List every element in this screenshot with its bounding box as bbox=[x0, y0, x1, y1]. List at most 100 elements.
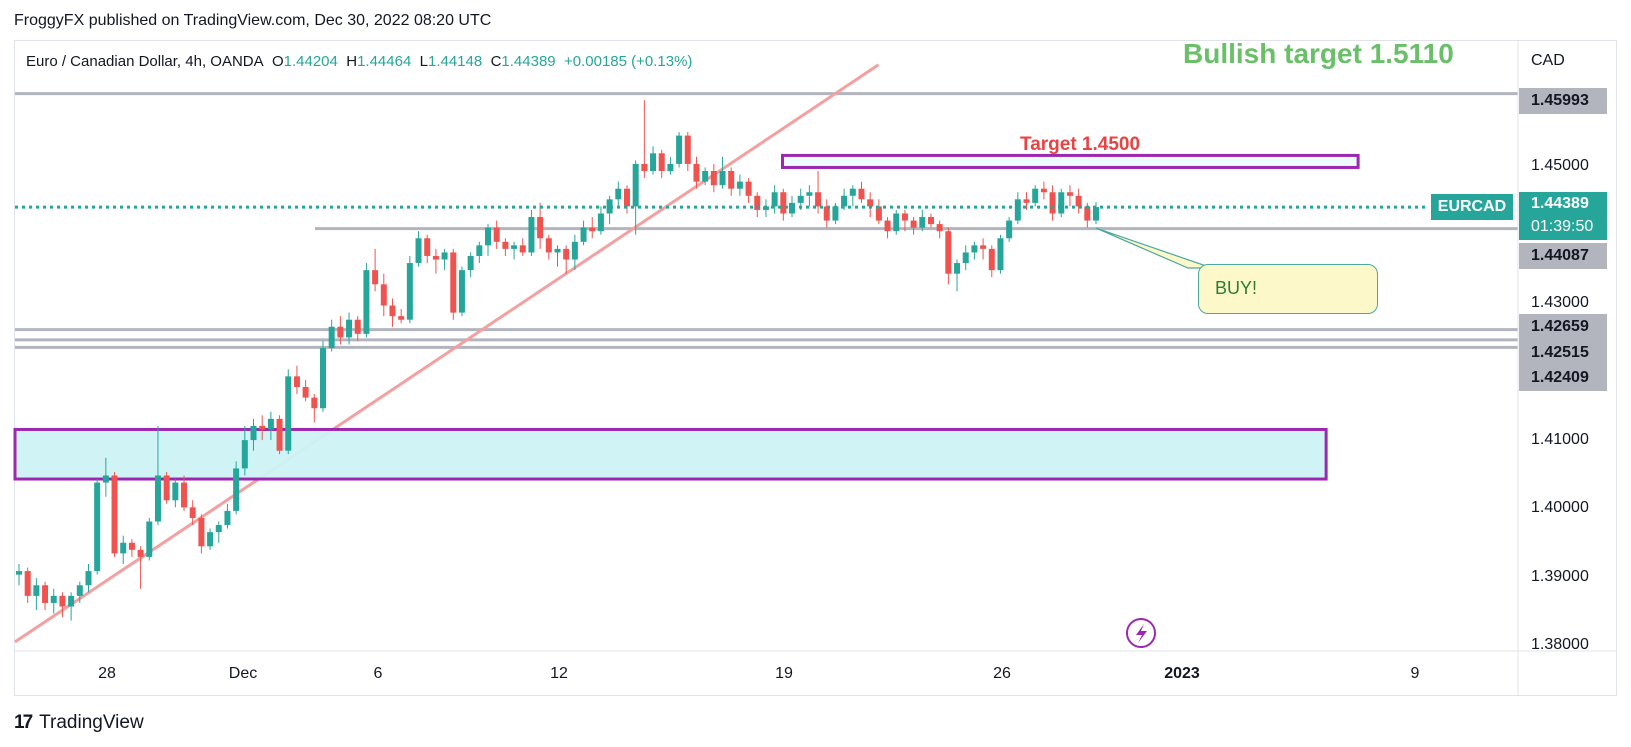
candle-body bbox=[1040, 188, 1047, 193]
candle-body bbox=[128, 542, 135, 550]
high-label: H bbox=[346, 53, 358, 70]
replay-icon[interactable] bbox=[1126, 618, 1156, 648]
candle-body bbox=[354, 319, 361, 334]
target-zone bbox=[780, 153, 1360, 169]
candle-body bbox=[771, 192, 778, 207]
candle-body bbox=[563, 248, 570, 260]
candle-body bbox=[641, 163, 648, 171]
candle-body bbox=[841, 195, 848, 207]
candle-body bbox=[241, 440, 248, 469]
candle-body bbox=[832, 206, 839, 221]
symbol-description[interactable]: Euro / Canadian Dollar, 4h, OANDA bbox=[26, 53, 264, 70]
demand-zone bbox=[13, 427, 1328, 481]
candle-body bbox=[1049, 192, 1056, 214]
candle-body bbox=[259, 425, 266, 430]
candle-body bbox=[867, 199, 874, 207]
candle-body bbox=[50, 595, 57, 603]
candle-body bbox=[502, 241, 509, 249]
time-tick: 6 bbox=[373, 665, 383, 682]
candle-body bbox=[372, 270, 379, 285]
candle-body bbox=[198, 517, 205, 547]
candle-body bbox=[884, 220, 891, 232]
candle-body bbox=[441, 252, 448, 260]
candle-body bbox=[24, 571, 31, 596]
candle-body bbox=[745, 181, 752, 196]
candle-body bbox=[875, 206, 882, 221]
candle-body bbox=[94, 482, 101, 572]
candle-body bbox=[623, 188, 630, 207]
candle-body bbox=[632, 163, 639, 207]
candle-body bbox=[650, 153, 657, 171]
candle-body bbox=[858, 188, 865, 200]
candle-body bbox=[120, 542, 127, 554]
candle-body bbox=[154, 475, 161, 522]
time-tick: Dec bbox=[228, 665, 258, 682]
current-price: 1.44389 bbox=[1531, 195, 1589, 212]
candle-body bbox=[823, 206, 830, 221]
candle-body bbox=[450, 252, 457, 313]
candle-body bbox=[927, 217, 934, 225]
bar-countdown: 01:39:50 bbox=[1531, 218, 1594, 235]
target-label[interactable]: Target 1.4500 bbox=[1020, 134, 1141, 155]
candle-body bbox=[815, 192, 822, 207]
candle-body bbox=[797, 195, 804, 203]
candle-body bbox=[328, 326, 335, 349]
candle-body bbox=[1058, 192, 1065, 214]
candle-body bbox=[1066, 192, 1073, 196]
candle-body bbox=[606, 199, 613, 214]
candle-body bbox=[597, 213, 604, 232]
candle-body bbox=[172, 482, 179, 501]
candle-body bbox=[988, 248, 995, 271]
candle-body bbox=[615, 188, 622, 200]
candle-body bbox=[276, 418, 283, 451]
candle-body bbox=[710, 171, 717, 186]
change-value: +0.00185 (+0.13%) bbox=[563, 53, 693, 70]
candle-body bbox=[971, 245, 978, 253]
tradingview-brand[interactable]: 17 TradingView bbox=[14, 712, 144, 734]
candle-body bbox=[42, 585, 49, 603]
candle-body bbox=[398, 316, 405, 320]
candle-body bbox=[476, 245, 483, 256]
candle-body bbox=[1075, 195, 1082, 207]
candle-body bbox=[293, 376, 300, 387]
candle-body bbox=[137, 549, 144, 557]
candle-body bbox=[962, 252, 969, 264]
candle-body bbox=[33, 585, 40, 596]
time-tick: 28 bbox=[98, 665, 116, 682]
candle-body bbox=[980, 245, 987, 249]
candle-body bbox=[285, 376, 292, 451]
brand-name: TradingView bbox=[39, 712, 144, 733]
candle-body bbox=[337, 326, 344, 338]
candle-body bbox=[1093, 207, 1099, 221]
candle-body bbox=[780, 192, 787, 214]
low-value: 1.44148 bbox=[427, 53, 483, 70]
candle-body bbox=[1014, 199, 1021, 221]
candle-body bbox=[528, 217, 535, 253]
candle-body bbox=[693, 163, 700, 182]
symbol-tag: EURCAD bbox=[1431, 194, 1513, 220]
candle-body bbox=[754, 195, 761, 210]
bullish-target-label[interactable]: Bullish target 1.5110 bbox=[1183, 38, 1454, 69]
level-label: 1.42409 bbox=[1519, 365, 1607, 391]
buy-callout[interactable]: BUY! bbox=[1198, 264, 1378, 314]
candle-body bbox=[1032, 188, 1039, 203]
time-tick: 12 bbox=[550, 665, 568, 682]
candle-body bbox=[207, 532, 214, 547]
ohlc-legend: Euro / Canadian Dollar, 4h, OANDA O1.442… bbox=[26, 53, 692, 70]
currency-label: CAD bbox=[1531, 52, 1565, 69]
candle-body bbox=[432, 255, 439, 260]
buy-callout-pointer bbox=[1095, 227, 1213, 269]
candle-body bbox=[181, 482, 188, 508]
candle-body bbox=[519, 245, 526, 253]
candle-body bbox=[163, 475, 170, 501]
candle-body bbox=[59, 595, 66, 607]
candle-body bbox=[493, 227, 500, 242]
candle-body bbox=[16, 571, 22, 575]
chart-frame[interactable] bbox=[14, 40, 1617, 696]
time-tick: 26 bbox=[993, 665, 1011, 682]
candle-body bbox=[728, 171, 735, 189]
candle-body bbox=[250, 425, 257, 441]
candle-body bbox=[936, 224, 943, 232]
candle-body bbox=[919, 217, 926, 228]
